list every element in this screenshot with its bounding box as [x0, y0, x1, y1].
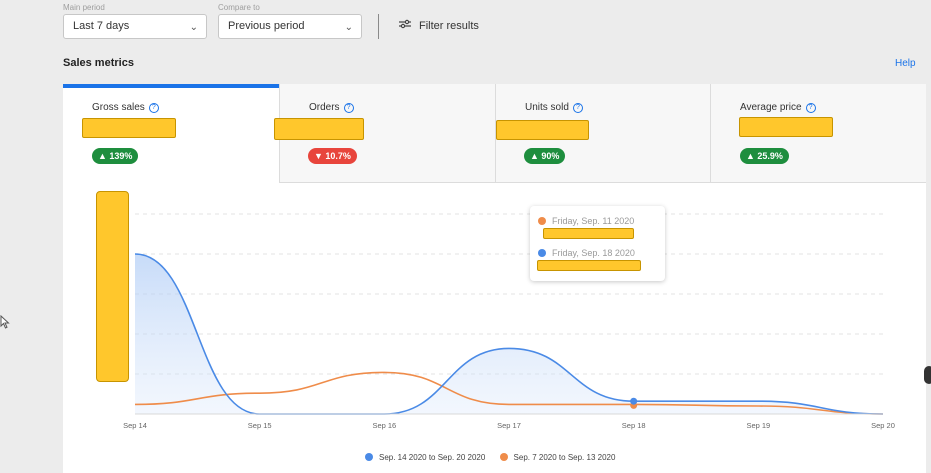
current-series-line — [134, 253, 884, 415]
x-tick-label: Sep 18 — [622, 421, 646, 430]
y-axis-redacted — [96, 191, 129, 382]
filter-results-button[interactable]: Filter results — [399, 14, 479, 39]
x-axis-ticks: Sep 14 Sep 15 Sep 16 Sep 17 Sep 18 Sep 19 Sep … — [123, 421, 895, 430]
orders-value-redacted — [274, 118, 364, 140]
current-series-dot — [365, 453, 373, 461]
compare-to-select[interactable]: Previous period ⌄ — [218, 14, 362, 39]
tooltip-value-previous-redacted — [543, 228, 634, 239]
help-link[interactable]: Help — [895, 58, 916, 69]
tooltip-row-previous: Friday, Sep. 11 2020 — [538, 216, 634, 226]
tab-label: Units sold? — [525, 102, 583, 113]
tooltip-row-current: Friday, Sep. 18 2020 — [538, 248, 635, 258]
main-period-label: Main period — [63, 3, 105, 12]
previous-series-line — [134, 371, 884, 415]
tab-gross-sales[interactable]: Gross sales? ▲ 139% — [63, 84, 279, 183]
gross-sales-value-redacted — [82, 118, 176, 138]
tab-average-price[interactable]: Average price? ▲ 25.9% — [710, 84, 926, 183]
tab-label: Gross sales? — [92, 102, 159, 113]
tab-units-sold[interactable]: Units sold? ▲ 90% — [495, 84, 711, 183]
units-sold-change-badge: ▲ 90% — [524, 148, 566, 164]
x-tick-label: Sep 19 — [746, 421, 770, 430]
filters-bar: Main period Last 7 days ⌄ Compare to Pre… — [63, 0, 923, 45]
previous-series-dot — [538, 217, 546, 225]
x-tick-label: Sep 20 — [871, 421, 895, 430]
main-period-value: Last 7 days — [73, 20, 130, 32]
tooltip-value-current-redacted — [537, 260, 641, 271]
help-icon: ? — [805, 103, 816, 113]
filters-divider — [378, 14, 379, 39]
mouse-cursor-icon — [0, 315, 10, 329]
metric-tabs: Gross sales? ▲ 139% Orders? ▼ 10.7% Unit… — [63, 84, 926, 183]
chevron-down-icon: ⌄ — [344, 22, 353, 33]
current-series-area — [135, 254, 883, 414]
tab-orders[interactable]: Orders? ▼ 10.7% — [274, 84, 495, 183]
compare-to-label: Compare to — [218, 3, 260, 12]
tab-label: Orders? — [309, 102, 354, 113]
legend-item-current[interactable]: Sep. 14 2020 to Sep. 20 2020 — [365, 453, 485, 462]
previous-series-dot — [499, 453, 508, 461]
compare-to-value: Previous period — [228, 20, 305, 32]
sliders-icon — [399, 14, 411, 39]
x-tick-label: Sep 15 — [248, 421, 272, 430]
tab-label: Average price? — [740, 102, 816, 113]
chart-tooltip: Friday, Sep. 11 2020 Friday, Sep. 18 202… — [530, 206, 665, 281]
current-series-dot — [538, 249, 546, 257]
help-icon: ? — [148, 103, 159, 113]
orders-change-badge: ▼ 10.7% — [308, 148, 357, 164]
average-price-change-badge: ▲ 25.9% — [740, 148, 789, 164]
sales-chart: Sep 14 Sep 15 Sep 16 Sep 17 Sep 18 Sep 19 Sep … — [123, 213, 895, 430]
units-sold-value-redacted — [496, 120, 589, 140]
x-tick-label: Sep 14 — [123, 421, 147, 430]
gross-sales-change-badge: ▲ 139% — [92, 148, 139, 164]
hover-point-current[interactable] — [630, 397, 638, 405]
filter-results-label: Filter results — [419, 20, 479, 32]
chevron-down-icon: ⌄ — [189, 22, 198, 33]
help-icon: ? — [572, 103, 583, 113]
average-price-value-redacted — [739, 117, 833, 137]
x-tick-label: Sep 17 — [497, 421, 521, 430]
legend-item-previous[interactable]: Sep. 7 2020 to Sep. 13 2020 — [499, 453, 615, 462]
scroll-handle[interactable] — [924, 366, 931, 384]
x-tick-label: Sep 16 — [372, 421, 396, 430]
main-period-select[interactable]: Last 7 days ⌄ — [63, 14, 207, 39]
chart-legend: Sep. 14 2020 to Sep. 20 2020 Sep. 7 2020… — [365, 453, 627, 462]
sales-metrics-card: Gross sales? ▲ 139% Orders? ▼ 10.7% Unit… — [63, 84, 926, 473]
section-title: Sales metrics — [63, 57, 134, 69]
help-icon: ? — [343, 103, 354, 113]
